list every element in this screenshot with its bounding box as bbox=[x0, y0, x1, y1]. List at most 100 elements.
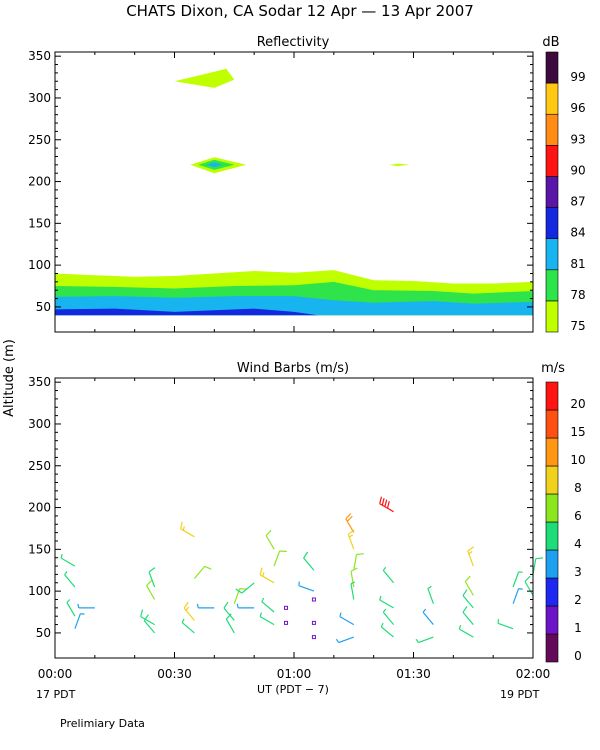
colorbar-label: 78 bbox=[570, 288, 585, 302]
colorbar-label: 93 bbox=[570, 132, 585, 146]
wind-barb bbox=[350, 567, 358, 588]
colorbar-swatch bbox=[545, 207, 559, 239]
y-tick-label: 100 bbox=[28, 258, 51, 272]
wind-barbs-title: Wind Barbs (m/s) bbox=[237, 361, 349, 376]
colorbar-label: 75 bbox=[570, 319, 585, 333]
colorbar-swatch bbox=[545, 605, 559, 635]
y-tick-label: 350 bbox=[28, 375, 51, 389]
colorbar-swatch bbox=[545, 82, 559, 115]
wind-barb bbox=[265, 529, 275, 550]
x-tick-label: 01:30 bbox=[396, 667, 431, 681]
wind-barb bbox=[339, 612, 355, 626]
wind-barb bbox=[74, 613, 85, 629]
calm-wind-marker bbox=[311, 597, 316, 602]
start-date-label: 17 PDT bbox=[36, 688, 76, 701]
colorbar-swatch bbox=[545, 437, 559, 467]
wind-barb bbox=[347, 529, 355, 550]
wind-barb bbox=[64, 571, 76, 588]
x-tick-label: 02:00 bbox=[516, 667, 551, 681]
colorbar-label: 90 bbox=[570, 163, 585, 177]
colorbar-swatch bbox=[545, 465, 559, 495]
calm-wind-marker bbox=[284, 620, 289, 625]
wind-barb bbox=[458, 624, 474, 638]
reflectivity-colorbar: 75 78 81 84 87 90 93 96 99 bbox=[545, 51, 586, 333]
wind-barb bbox=[183, 601, 195, 621]
colorbar-swatch bbox=[545, 409, 559, 439]
wind-barb bbox=[350, 581, 355, 600]
colorbar-label: 8 bbox=[574, 481, 582, 495]
wind-barb bbox=[382, 608, 395, 625]
colorbar-swatch bbox=[545, 269, 559, 302]
wind-barb bbox=[497, 619, 514, 630]
colorbar-label: 0 bbox=[574, 649, 582, 663]
colorbar-label: 1 bbox=[574, 621, 582, 635]
colorbar-swatch bbox=[545, 145, 559, 177]
wind-colorbar: 0 1 2 3 4 6 8 10 15 20 bbox=[545, 381, 586, 663]
y-tick-label: 250 bbox=[28, 459, 51, 473]
wind-barb bbox=[379, 496, 394, 513]
colorbar-swatch bbox=[545, 113, 559, 146]
colorbar-label: 87 bbox=[570, 195, 585, 209]
wind-barb bbox=[77, 603, 95, 609]
wind-barb bbox=[259, 612, 275, 626]
colorbar-label: 20 bbox=[570, 397, 585, 411]
wind-barb bbox=[60, 553, 76, 567]
x-tick-label: 01:00 bbox=[277, 667, 312, 681]
reflectivity-contour-region bbox=[55, 296, 533, 316]
wind-barb bbox=[148, 567, 156, 588]
wind-barb bbox=[273, 550, 287, 567]
y-tick-label: 200 bbox=[28, 501, 51, 515]
wind-barb bbox=[140, 609, 155, 626]
x-axis-label: UT (PDT − 7) bbox=[257, 683, 329, 696]
x-tick-label: 00:30 bbox=[157, 667, 192, 681]
y-tick-label: 350 bbox=[28, 49, 51, 63]
reflectivity-contours bbox=[55, 68, 533, 316]
wind-axes: 50 100 150 200 250 300 350 00:00 00:30 01:00 01:30… bbox=[28, 375, 550, 681]
y-tick-label: 300 bbox=[28, 91, 51, 105]
y-tick-label: 150 bbox=[28, 542, 51, 556]
wind-barb bbox=[512, 588, 523, 604]
reflectivity-contour-region bbox=[174, 68, 235, 88]
colorbar-swatch bbox=[545, 176, 559, 208]
wind-barb bbox=[512, 571, 523, 588]
wind-barb bbox=[380, 622, 394, 638]
wind-barb bbox=[427, 585, 434, 604]
wind-barb bbox=[225, 613, 235, 634]
colorbar-swatch bbox=[545, 521, 559, 551]
y-tick-label: 300 bbox=[28, 417, 51, 431]
wind-barb bbox=[467, 546, 475, 567]
colorbar-label: 96 bbox=[570, 101, 585, 115]
calm-wind-marker bbox=[284, 605, 289, 610]
wind-barb bbox=[261, 597, 275, 613]
wind-barb bbox=[335, 636, 355, 644]
colorbar-label: 3 bbox=[574, 565, 582, 579]
wind-barb bbox=[524, 575, 534, 596]
preliminary-note: Prelimiary Data bbox=[60, 717, 145, 730]
reflectivity-contour-region bbox=[55, 308, 318, 316]
reflectivity-axes: 50 100 150 200 250 300 350 bbox=[28, 49, 534, 332]
wind-barb bbox=[235, 582, 255, 594]
calm-wind-marker bbox=[311, 635, 316, 640]
y-tick-label: 50 bbox=[36, 626, 51, 640]
wind-barb bbox=[379, 595, 394, 609]
wind-barb bbox=[146, 579, 156, 600]
colorbar-label: 81 bbox=[570, 257, 585, 271]
colorbar-swatch bbox=[545, 633, 559, 663]
wind-barb bbox=[66, 599, 76, 617]
wind-plot-frame bbox=[54, 377, 534, 659]
y-tick-label: 250 bbox=[28, 133, 51, 147]
wind-barbs-marks bbox=[60, 496, 544, 644]
colorbar-label: 10 bbox=[570, 453, 585, 467]
y-tick-label: 50 bbox=[36, 300, 51, 314]
colorbar-swatch bbox=[545, 577, 559, 607]
wind-barb bbox=[193, 565, 212, 579]
reflectivity-contour-region bbox=[389, 163, 410, 167]
wind-barb bbox=[303, 551, 315, 571]
reflectivity-contour-region bbox=[206, 162, 223, 168]
wind-barb bbox=[532, 557, 544, 575]
y-axis-label: Altitude (m) bbox=[2, 339, 17, 417]
colorbar-swatch bbox=[545, 300, 559, 333]
colorbar-swatch bbox=[545, 549, 559, 579]
colorbar-swatch bbox=[545, 493, 559, 523]
